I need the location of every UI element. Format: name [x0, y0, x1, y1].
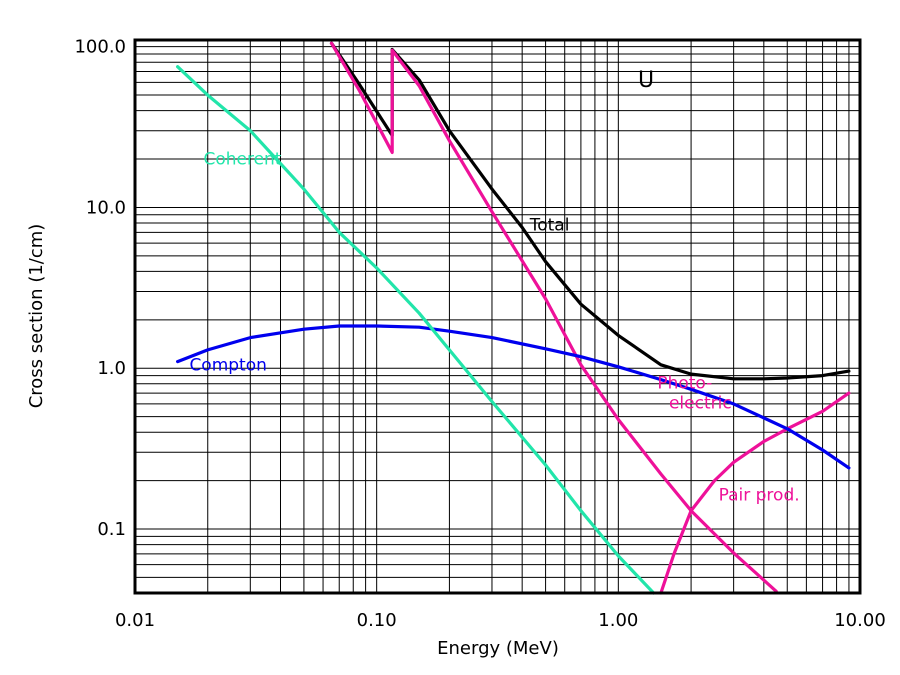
y-tick-label: 100.0 — [74, 37, 126, 58]
series-line-compton — [176, 324, 851, 470]
series-line-pair-prod — [659, 391, 851, 595]
x-tick-label: 0.01 — [115, 610, 155, 631]
y-tick-label: 10.0 — [86, 197, 126, 218]
series-line-photo-electric — [329, 41, 778, 593]
series-label: Photo- — [657, 373, 712, 393]
plot-frame — [133, 38, 862, 595]
series-line-coherent — [176, 65, 656, 595]
series-annotations: Total Coherent Compton Photo-electric Pair p… — [189, 149, 799, 505]
y-tick-label: 0.1 — [97, 519, 126, 540]
x-axis-label: Energy (MeV) — [437, 638, 559, 659]
grid — [134, 40, 860, 594]
x-tick-label: 0.10 — [357, 610, 397, 631]
series-label: Coherent — [203, 149, 281, 169]
x-tick-label: 1.00 — [598, 610, 638, 631]
element-label: U — [638, 68, 654, 93]
x-tick-label: 10.00 — [834, 610, 886, 631]
series-label: Pair prod. — [719, 486, 800, 506]
series-label: electric — [669, 394, 732, 414]
series-label: Total — [529, 215, 570, 235]
y-axis-label: Cross section (1/cm) — [26, 224, 47, 409]
series-group — [176, 41, 851, 595]
series-label: Compton — [189, 355, 266, 375]
y-tick-label: 1.0 — [97, 358, 126, 379]
tick-labels: 0.01 0.10 1.00 10.00 0.1 1.0 10.0 100.0 — [74, 37, 885, 631]
